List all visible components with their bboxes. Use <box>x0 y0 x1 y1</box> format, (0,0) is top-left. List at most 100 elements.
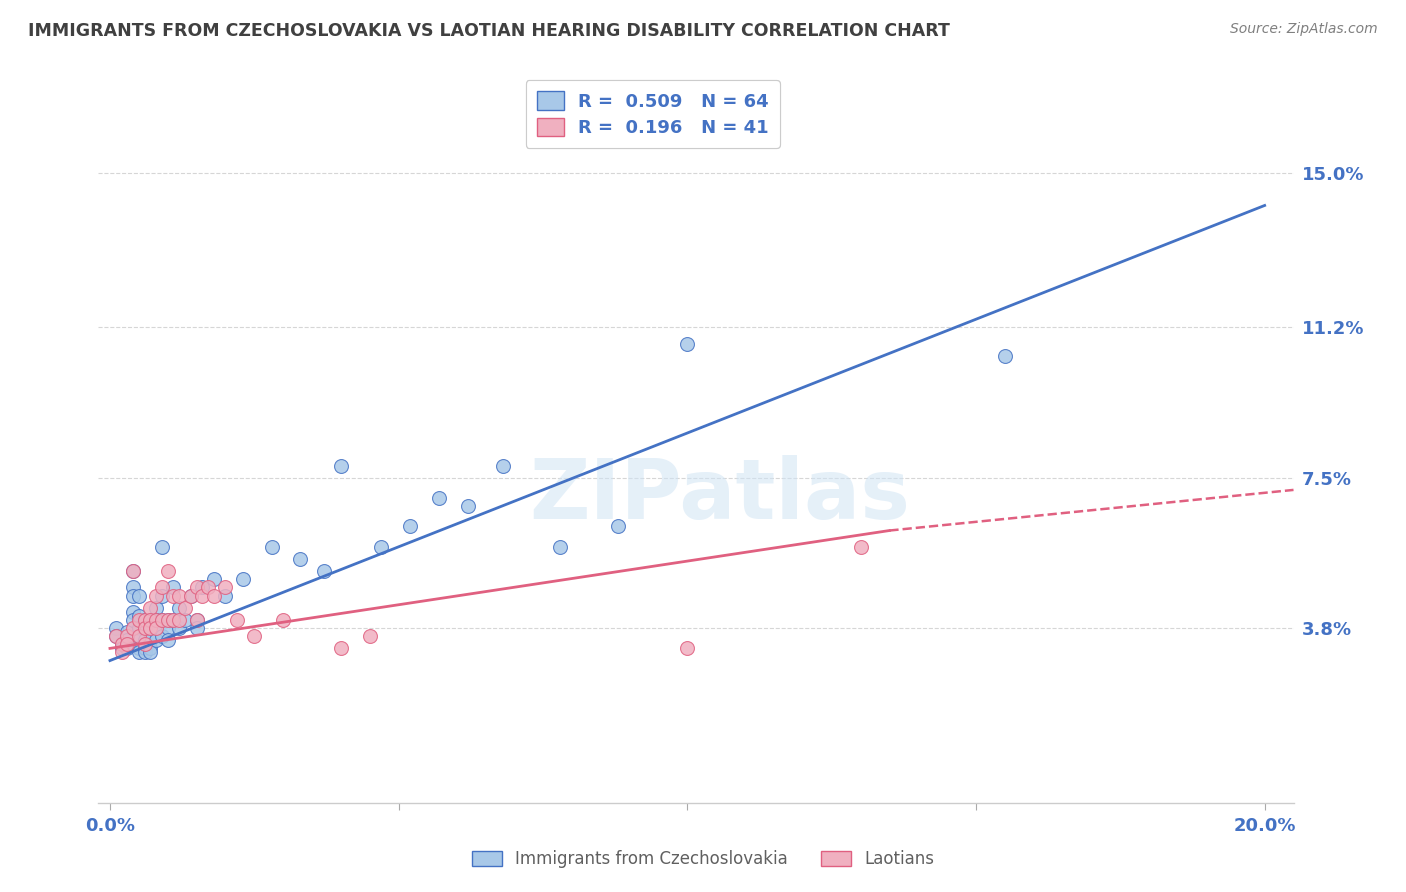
Point <box>260 540 283 554</box>
Point <box>104 629 127 643</box>
Text: Source: ZipAtlas.com: Source: ZipAtlas.com <box>1230 22 1378 37</box>
Point <box>191 589 214 603</box>
Point <box>145 613 167 627</box>
Point <box>202 572 225 586</box>
Point <box>214 581 236 595</box>
Point <box>145 613 167 627</box>
Point <box>186 581 208 595</box>
Point <box>145 589 167 603</box>
Point <box>139 600 162 615</box>
Point <box>110 637 132 651</box>
Point <box>150 581 173 595</box>
Point <box>128 613 150 627</box>
Point <box>550 540 572 554</box>
Point <box>110 637 132 651</box>
Point <box>150 613 173 627</box>
Point <box>491 458 513 473</box>
Point <box>191 581 214 595</box>
Point <box>139 613 162 627</box>
Point <box>676 336 699 351</box>
Point <box>214 589 236 603</box>
Point <box>197 581 219 595</box>
Point <box>128 629 150 643</box>
Point <box>150 589 173 603</box>
Point <box>150 613 173 627</box>
Point <box>139 645 162 659</box>
Point <box>174 600 197 615</box>
Point <box>849 540 872 554</box>
Point <box>134 641 156 656</box>
Point <box>180 589 202 603</box>
Point <box>145 600 167 615</box>
Text: IMMIGRANTS FROM CZECHOSLOVAKIA VS LAOTIAN HEARING DISABILITY CORRELATION CHART: IMMIGRANTS FROM CZECHOSLOVAKIA VS LAOTIA… <box>28 22 950 40</box>
Point <box>145 621 167 635</box>
Point <box>399 519 422 533</box>
Point <box>167 600 190 615</box>
Point <box>128 641 150 656</box>
Point <box>162 613 184 627</box>
Point <box>110 641 132 656</box>
Point <box>122 564 145 578</box>
Point <box>150 540 173 554</box>
Point <box>607 519 630 533</box>
Point <box>457 499 479 513</box>
Point <box>167 621 190 635</box>
Point <box>145 633 167 648</box>
Point <box>139 621 162 635</box>
Point <box>117 629 139 643</box>
Point <box>156 633 179 648</box>
Point <box>128 633 150 648</box>
Point <box>156 564 179 578</box>
Point <box>145 621 167 635</box>
Point <box>134 621 156 635</box>
Point <box>329 641 352 656</box>
Point <box>134 645 156 659</box>
Legend: R =  0.509   N = 64, R =  0.196   N = 41: R = 0.509 N = 64, R = 0.196 N = 41 <box>526 80 779 148</box>
Point <box>110 645 132 659</box>
Point <box>174 613 197 627</box>
Point <box>117 641 139 656</box>
Point <box>139 613 162 627</box>
Point <box>290 552 312 566</box>
Point <box>122 581 145 595</box>
Point <box>226 613 249 627</box>
Point <box>359 629 381 643</box>
Point <box>117 633 139 648</box>
Point <box>122 589 145 603</box>
Point <box>156 621 179 635</box>
Point <box>162 613 184 627</box>
Point <box>162 581 184 595</box>
Point <box>186 613 208 627</box>
Legend: Immigrants from Czechoslovakia, Laotians: Immigrants from Czechoslovakia, Laotians <box>465 844 941 875</box>
Point <box>117 637 139 651</box>
Point <box>370 540 392 554</box>
Point <box>139 621 162 635</box>
Point <box>156 613 179 627</box>
Point <box>134 633 156 648</box>
Point <box>186 613 208 627</box>
Point <box>134 613 156 627</box>
Point <box>162 589 184 603</box>
Point <box>122 564 145 578</box>
Point <box>243 629 266 643</box>
Point <box>128 645 150 659</box>
Point <box>676 641 699 656</box>
Point <box>232 572 254 586</box>
Point <box>134 637 156 651</box>
Point <box>427 491 450 505</box>
Point <box>167 589 190 603</box>
Point <box>180 589 202 603</box>
Point <box>139 641 162 656</box>
Point <box>994 349 1017 363</box>
Point <box>134 613 156 627</box>
Point <box>122 605 145 619</box>
Point <box>128 621 150 635</box>
Point <box>117 625 139 640</box>
Point <box>186 621 208 635</box>
Text: ZIPatlas: ZIPatlas <box>530 455 910 536</box>
Point <box>167 613 190 627</box>
Point <box>104 629 127 643</box>
Point <box>128 589 150 603</box>
Point <box>122 613 145 627</box>
Point <box>156 613 179 627</box>
